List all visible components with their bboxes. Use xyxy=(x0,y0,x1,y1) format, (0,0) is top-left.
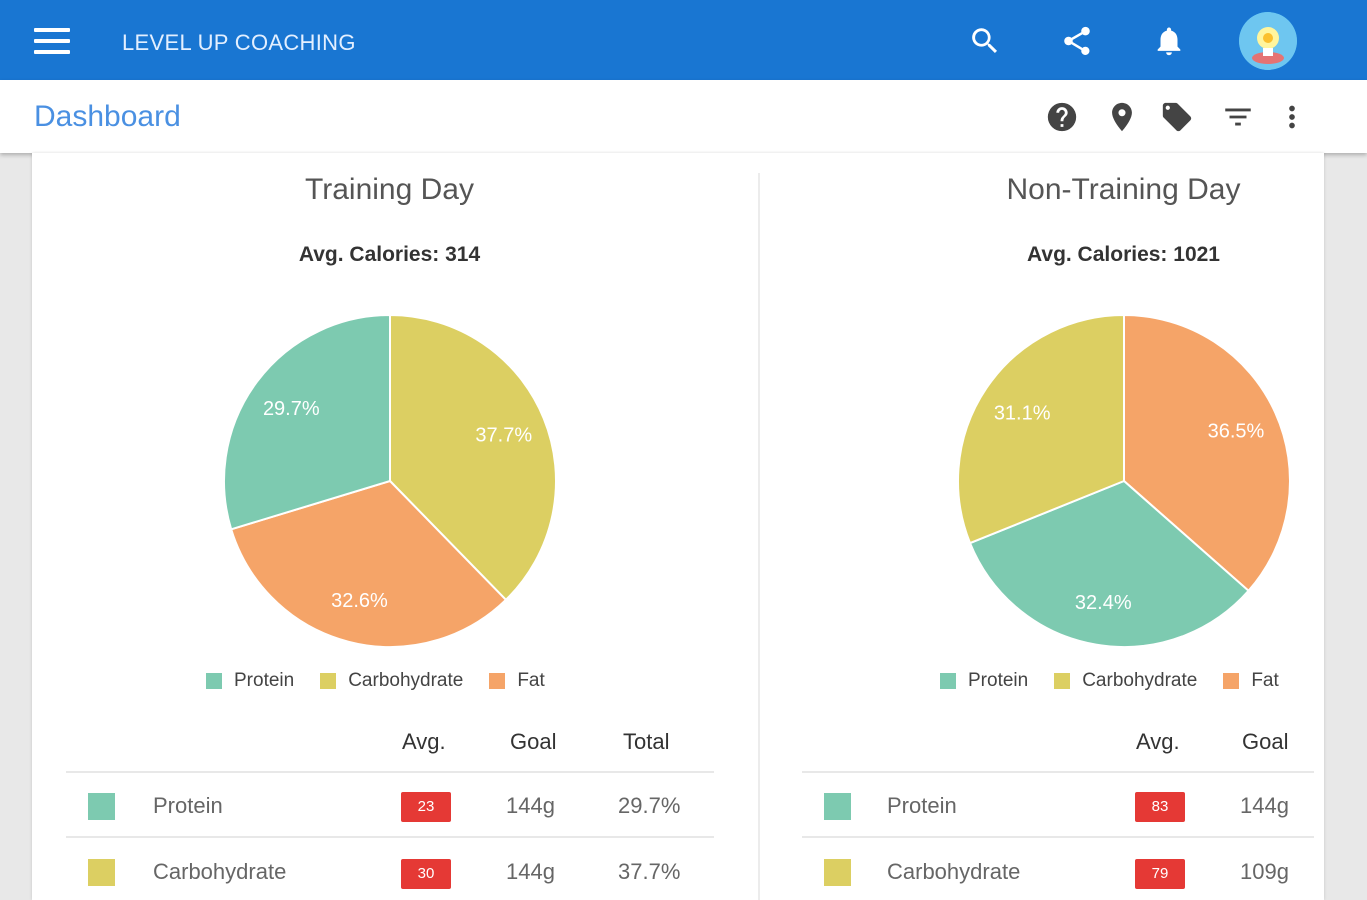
share-icon[interactable] xyxy=(1060,24,1094,58)
page-title: Dashboard xyxy=(34,100,181,133)
toolbar: Dashboard xyxy=(0,80,1367,153)
col-header-goal: Goal xyxy=(1242,729,1289,754)
col-header-avg: Avg. xyxy=(1136,729,1180,754)
tag-icon[interactable] xyxy=(1160,100,1194,134)
avg-badge: 79 xyxy=(1135,859,1185,889)
total-value: 29.7% xyxy=(618,793,681,818)
legend-label: Protein xyxy=(234,670,295,691)
pie-slice-carbohydrate[interactable] xyxy=(389,313,557,602)
legend-item-fat: Fat xyxy=(1223,670,1279,692)
avg-badge: 30 xyxy=(401,859,451,889)
goal-value: 144g xyxy=(506,793,555,818)
avg-badge: 23 xyxy=(401,792,451,822)
row-name: Protein xyxy=(153,793,223,818)
legend-label: Protein xyxy=(968,670,1029,691)
legend-label: Carbohydrate xyxy=(348,670,464,691)
pie-slice-fat[interactable] xyxy=(1123,313,1291,593)
legend-swatch xyxy=(320,673,337,689)
bell-icon[interactable] xyxy=(1152,24,1186,58)
carbohydrate-swatch xyxy=(88,859,115,886)
legend-item-carbohydrate: Carbohydrate xyxy=(1054,670,1197,692)
avg-badge: 83 xyxy=(1135,792,1185,822)
menu-icon[interactable] xyxy=(34,28,70,56)
goal-value: 144g xyxy=(506,859,555,884)
legend-swatch xyxy=(206,673,222,689)
pie-label-protein: 32.4% xyxy=(1075,592,1132,614)
pie-label-carbohydrate: 31.1% xyxy=(994,402,1051,424)
avatar[interactable] xyxy=(1239,12,1297,70)
pie-slice-fat[interactable] xyxy=(229,479,508,648)
non-training-day-pie-chart: 36.5% 32.4% 31.1% xyxy=(957,313,1291,648)
non-training-avg-calories: Avg. Calories: 1021 xyxy=(1027,243,1220,266)
pie-slice-protein[interactable] xyxy=(223,313,391,531)
pie-label-fat: 36.5% xyxy=(1208,420,1265,442)
help-icon[interactable] xyxy=(1045,100,1079,134)
non-training-legend: Protein Carbohydrate Fat xyxy=(940,670,1305,692)
protein-swatch xyxy=(88,793,115,820)
non-training-day-title: Non-Training Day xyxy=(1006,173,1241,206)
table-rule xyxy=(66,771,714,773)
app-bar: LEVEL UP COACHING xyxy=(0,0,1367,80)
table-rule xyxy=(66,836,714,838)
total-value: 37.7% xyxy=(618,859,681,884)
row-name: Carbohydrate xyxy=(887,859,1021,884)
table-rule xyxy=(802,771,1314,773)
training-avg-calories: Avg. Calories: 314 xyxy=(298,243,481,266)
legend-label: Carbohydrate xyxy=(1082,670,1198,691)
legend-item-protein: Protein xyxy=(940,670,1028,692)
search-icon[interactable] xyxy=(968,24,1002,58)
legend-label: Fat xyxy=(517,670,545,691)
legend-item-fat: Fat xyxy=(489,670,545,692)
goal-value: 109g xyxy=(1240,859,1289,884)
pie-label-fat: 32.6% xyxy=(331,590,388,612)
col-header-avg: Avg. xyxy=(402,729,446,754)
goal-value: 144g xyxy=(1240,793,1289,818)
filter-icon[interactable] xyxy=(1221,100,1255,134)
pie-label-carbohydrate: 37.7% xyxy=(475,425,532,447)
training-day-title: Training Day xyxy=(305,173,474,206)
legend-swatch xyxy=(1223,673,1240,689)
col-header-goal: Goal xyxy=(510,729,557,754)
carbohydrate-swatch xyxy=(824,859,851,886)
legend-swatch xyxy=(940,673,956,689)
column-divider xyxy=(758,173,760,900)
more-vert-icon[interactable] xyxy=(1275,100,1309,134)
legend-swatch xyxy=(1054,673,1071,689)
pie-slice-protein[interactable] xyxy=(968,479,1250,648)
dashboard-content: Training Day Avg. Calories: 314 37.7% 32.… xyxy=(32,153,1324,900)
legend-item-protein: Protein xyxy=(206,670,294,692)
table-rule xyxy=(802,836,1314,838)
app-title: LEVEL UP COACHING xyxy=(122,30,356,55)
pie-label-protein: 29.7% xyxy=(263,398,320,420)
training-legend: Protein Carbohydrate Fat xyxy=(206,670,571,692)
location-pin-icon[interactable] xyxy=(1105,100,1139,134)
pie-slice-carbohydrate[interactable] xyxy=(957,313,1125,545)
protein-swatch xyxy=(824,793,851,820)
legend-label: Fat xyxy=(1251,670,1279,691)
legend-item-carbohydrate: Carbohydrate xyxy=(320,670,463,692)
training-day-pie-chart: 37.7% 32.6% 29.7% xyxy=(223,313,557,648)
row-name: Protein xyxy=(887,793,957,818)
row-name: Carbohydrate xyxy=(153,859,287,884)
col-header-total: Total xyxy=(623,729,670,754)
legend-swatch xyxy=(489,673,506,689)
